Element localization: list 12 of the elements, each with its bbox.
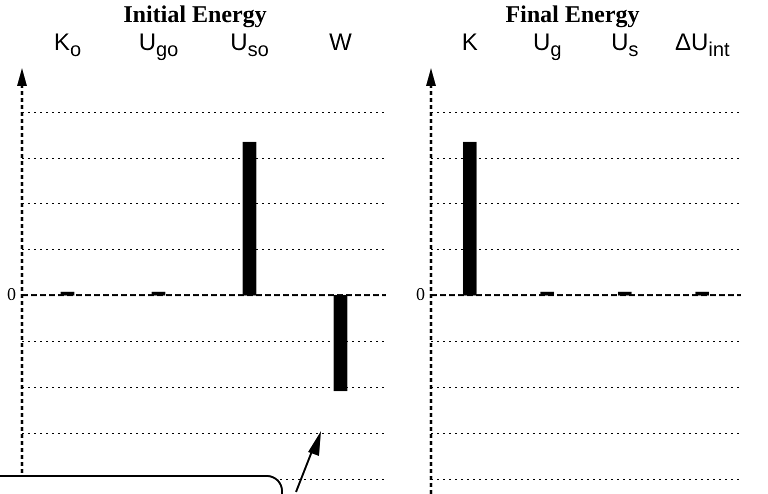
x-tick-label: ΔU$_{int}$ bbox=[674, 29, 730, 63]
x-tick-label: U$_{go}$ bbox=[138, 29, 180, 63]
x-tick-label: K$_{o}$ bbox=[52, 29, 82, 63]
x-tick-label: U$_{s}$ bbox=[610, 29, 640, 63]
ref-line-label: 0 bbox=[7, 284, 16, 304]
x-tick-label: W bbox=[328, 29, 353, 56]
x-tick-label: U$_{g}$ bbox=[532, 29, 562, 63]
ref-line-label: 0 bbox=[416, 284, 425, 304]
x-tick-label: U$_{so}$ bbox=[229, 29, 270, 63]
chart-title: Final Energy bbox=[504, 2, 640, 29]
chart-title: Initial Energy bbox=[122, 2, 268, 29]
x-tick-label: K bbox=[460, 29, 479, 56]
